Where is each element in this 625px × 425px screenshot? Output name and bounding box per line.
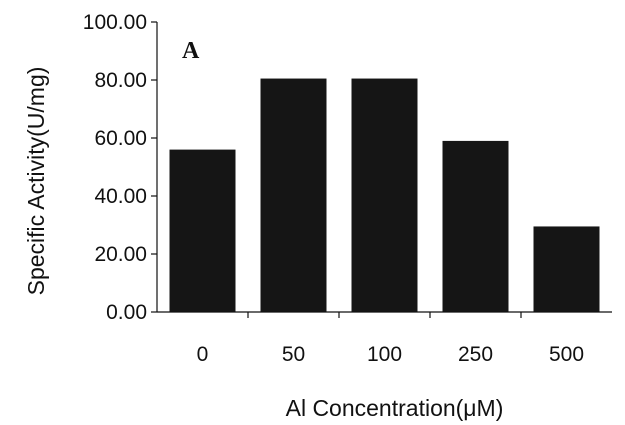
x-axis-title: Al Concentration(μM)	[286, 395, 504, 421]
bar-100	[351, 78, 418, 312]
bars-group	[169, 78, 600, 312]
y-tick-label: 80.00	[94, 69, 147, 92]
x-ticks-group: 0 50 100 250 500	[197, 312, 584, 366]
bar-0	[169, 149, 236, 312]
y-tick-label: 20.00	[94, 243, 147, 266]
x-tick-label-0: 0	[197, 343, 209, 366]
y-tick-label: 60.00	[94, 127, 147, 150]
bar-500	[533, 226, 600, 312]
y-ticks-group: 0.00 20.00 40.00 60.00 80.00 100.00	[83, 11, 157, 324]
x-tick-label-250: 250	[458, 343, 493, 366]
y-tick-label: 100.00	[83, 11, 147, 34]
bar-50	[260, 78, 327, 312]
bar-250	[442, 140, 509, 312]
y-tick-label: 0.00	[106, 301, 147, 324]
y-axis-title: Specific Activity(U/mg)	[23, 67, 49, 296]
x-tick-label-500: 500	[549, 343, 584, 366]
x-tick-label-100: 100	[367, 343, 402, 366]
y-tick-label: 40.00	[94, 185, 147, 208]
panel-label: A	[182, 38, 200, 64]
x-tick-label-50: 50	[282, 343, 305, 366]
